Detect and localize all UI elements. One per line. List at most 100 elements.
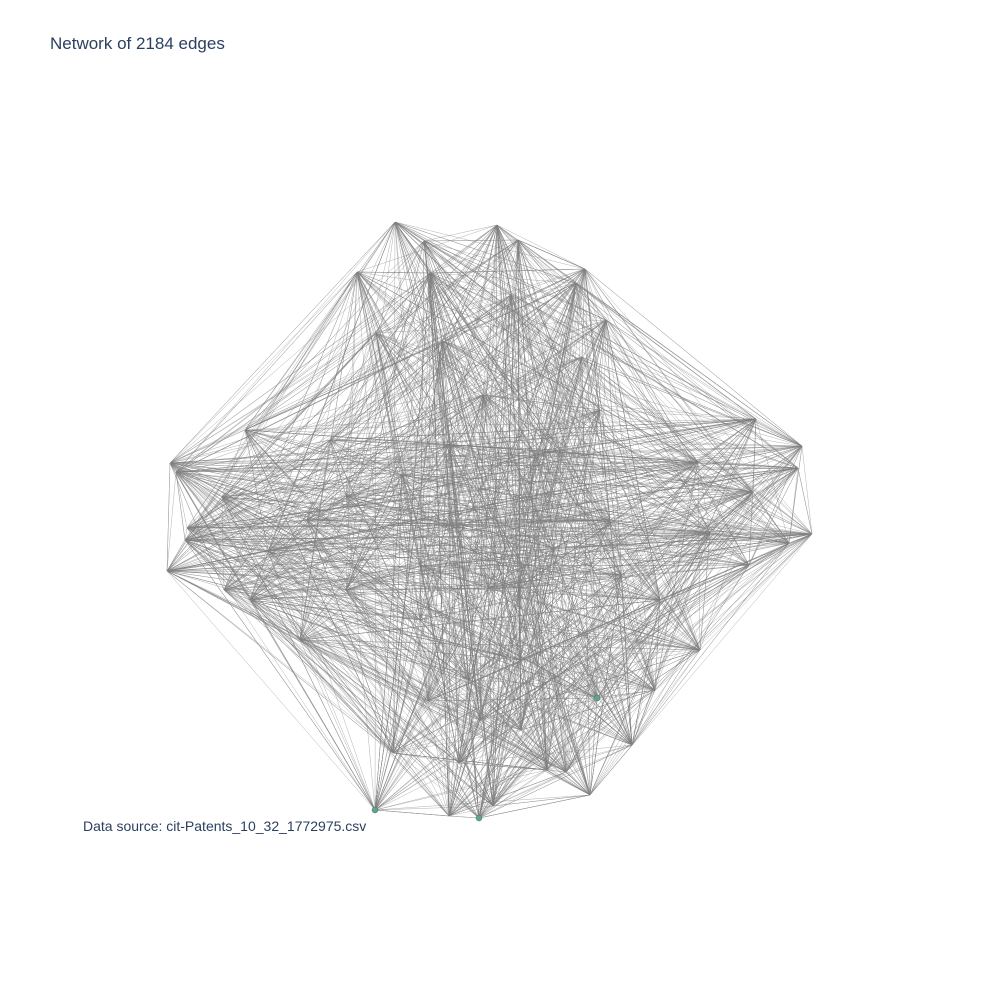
edge: [345, 449, 561, 497]
edge: [345, 272, 431, 497]
edge: [748, 445, 803, 566]
edge: [575, 282, 699, 463]
edge: [249, 409, 601, 601]
edge: [546, 599, 661, 771]
edge: [186, 356, 583, 529]
nodes-layer: [371, 694, 601, 822]
edge: [392, 752, 567, 773]
edge: [394, 221, 699, 463]
edge: [249, 599, 460, 764]
edge: [596, 532, 711, 699]
edge: [166, 570, 661, 601]
edge: [169, 462, 494, 807]
edge: [654, 532, 711, 691]
edge: [427, 282, 577, 702]
edge: [496, 224, 548, 771]
edge: [267, 550, 591, 796]
edge: [184, 539, 598, 699]
edge: [186, 332, 377, 529]
edge: [166, 570, 376, 811]
chart-title: Network of 2184 edges: [50, 34, 225, 53]
edge: [423, 240, 701, 651]
edge: [487, 587, 522, 731]
edge: [166, 221, 396, 572]
node[interactable]: [371, 806, 379, 814]
edge: [166, 565, 421, 572]
edge: [553, 532, 711, 549]
edge: [401, 474, 421, 621]
edge: [392, 272, 431, 754]
edge: [584, 268, 754, 493]
edge: [244, 418, 757, 431]
edge: [596, 533, 813, 699]
edge: [581, 356, 701, 651]
edge: [448, 394, 484, 817]
edge: [496, 224, 512, 296]
edge: [221, 496, 656, 691]
edge: [345, 221, 396, 591]
edge: [449, 444, 611, 521]
edge: [169, 332, 377, 464]
edge: [374, 524, 453, 811]
edge: [448, 445, 803, 817]
edge: [345, 519, 611, 591]
edge: [186, 461, 699, 529]
edge: [244, 429, 548, 771]
node[interactable]: [593, 694, 601, 702]
edge: [565, 649, 701, 773]
edge: [184, 527, 188, 541]
edge: [559, 409, 601, 451]
edge: [519, 564, 750, 661]
edge: [429, 268, 586, 274]
edge: [166, 239, 519, 572]
edge: [329, 439, 591, 796]
edge: [427, 294, 512, 702]
edge: [559, 449, 622, 576]
edge: [553, 268, 586, 549]
edge: [166, 570, 394, 754]
edge: [584, 268, 803, 447]
edge: [546, 744, 633, 771]
edge: [244, 282, 577, 431]
edge: [299, 418, 757, 641]
edge: [306, 271, 358, 521]
edge: [169, 462, 394, 754]
edge: [697, 461, 813, 535]
edge: [517, 239, 591, 796]
edge: [801, 445, 813, 535]
edge: [510, 294, 536, 456]
edge: [374, 697, 598, 811]
edge: [221, 496, 421, 621]
edge: [654, 542, 790, 691]
edge: [221, 496, 301, 641]
node[interactable]: [475, 814, 483, 822]
edge: [575, 282, 803, 447]
edge: [401, 467, 799, 476]
edge: [448, 697, 598, 817]
edge: [479, 418, 757, 721]
edge: [356, 271, 484, 396]
edge: [374, 340, 443, 811]
edge: [559, 449, 661, 601]
edge: [329, 439, 394, 754]
edge: [609, 519, 701, 651]
edge: [419, 467, 799, 621]
edge: [244, 429, 480, 819]
edge: [306, 495, 347, 521]
edge: [329, 418, 757, 441]
edge: [299, 532, 711, 641]
edge: [631, 542, 790, 746]
edge: [223, 589, 567, 773]
edge: [589, 689, 656, 796]
edge: [441, 340, 601, 411]
edge: [223, 240, 425, 591]
edge: [510, 294, 611, 521]
edge: [517, 239, 601, 411]
edge: [169, 445, 803, 464]
edge: [441, 340, 480, 819]
edge: [394, 221, 607, 321]
edge: [441, 340, 591, 796]
edge: [356, 271, 431, 274]
edge: [419, 461, 699, 621]
edge: [299, 474, 403, 641]
